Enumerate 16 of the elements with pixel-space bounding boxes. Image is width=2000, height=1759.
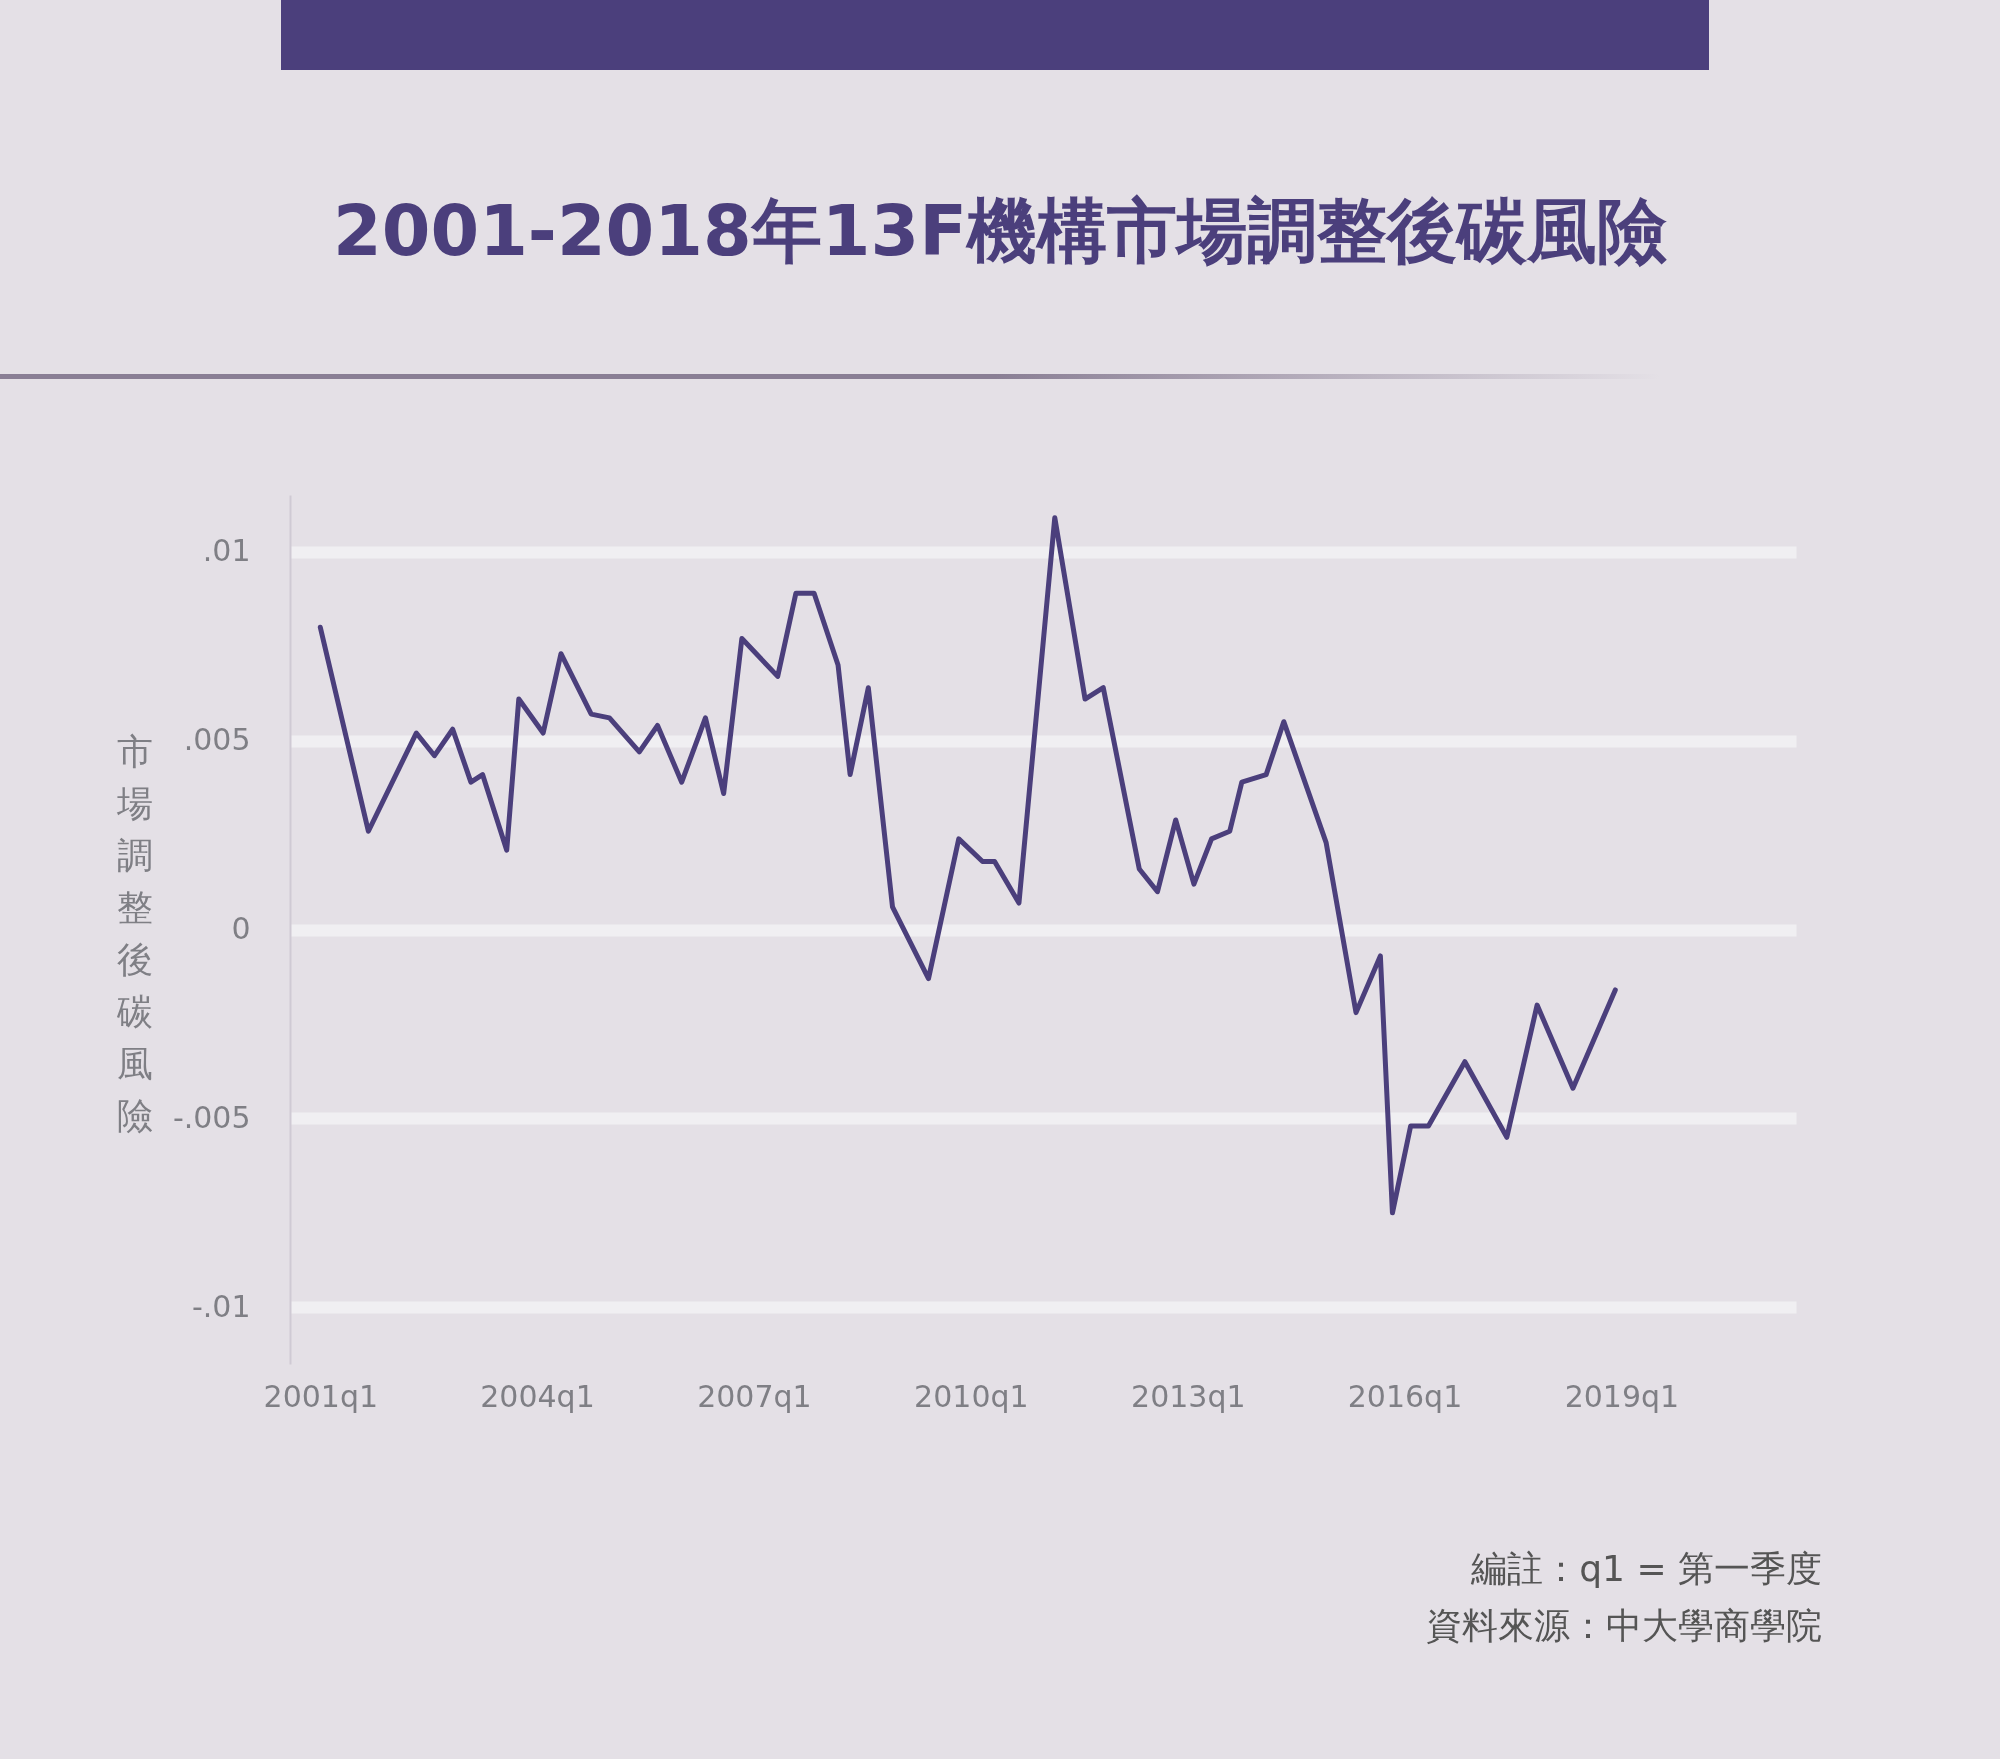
y-tick-label: -.005 bbox=[172, 1099, 251, 1135]
y-tick-label: .005 bbox=[183, 722, 251, 758]
source-note: 資料來源：中大學商學院 bbox=[1426, 1604, 1822, 1648]
y-tick-label: 0 bbox=[231, 911, 251, 946]
y-tick-label: .01 bbox=[202, 533, 251, 569]
y-axis-title: 市場調整後碳風險 bbox=[115, 730, 153, 1136]
x-tick-label: 2019q1 bbox=[1564, 1378, 1680, 1414]
x-tick-label: 2004q1 bbox=[480, 1378, 595, 1414]
y-tick-label: -.01 bbox=[191, 1288, 251, 1324]
x-tick-label: 2013q1 bbox=[1131, 1378, 1246, 1414]
x-tick-label: 2007q1 bbox=[697, 1378, 812, 1414]
x-tick-label: 2016q1 bbox=[1347, 1378, 1463, 1414]
text: 編註：q1 = 第一季度 bbox=[1470, 1547, 1822, 1591]
x-tick-label: 2001q1 bbox=[263, 1378, 379, 1414]
chart-title: 2001-2018年13F機構市場調整後碳風險 bbox=[332, 189, 1668, 274]
x-tick-label: 2010q1 bbox=[914, 1378, 1029, 1414]
